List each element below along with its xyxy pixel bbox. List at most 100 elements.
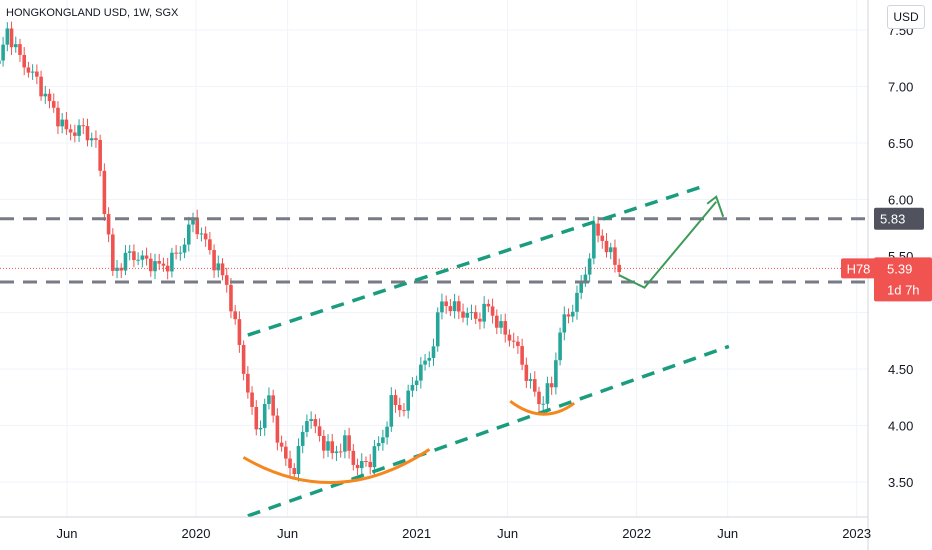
x-tick-label: 2023 [842, 526, 871, 541]
candle-body [334, 451, 339, 454]
candle-body [148, 258, 153, 272]
candle-body [22, 54, 27, 68]
candle-body [482, 303, 486, 322]
candle-body [237, 319, 242, 345]
y-tick-label: 7.00 [888, 80, 913, 95]
candle-body [216, 263, 221, 271]
candle-body [9, 28, 14, 48]
candle-body [43, 93, 48, 97]
candle-body [195, 217, 200, 235]
candle-body [220, 263, 225, 276]
x-tick-label: Jun [277, 526, 298, 541]
candle-body [554, 360, 558, 388]
candle-body [39, 76, 43, 97]
candle-body [279, 442, 284, 447]
candle-body [229, 284, 233, 312]
candle-body [570, 311, 575, 317]
candle-body [77, 125, 81, 136]
candle-body [389, 395, 394, 427]
candle-body [359, 460, 364, 469]
candle-body [330, 441, 335, 454]
candle-body [275, 415, 280, 443]
candle-body [56, 107, 60, 127]
candle-body [250, 392, 254, 407]
x-tick-label: 2020 [182, 526, 211, 541]
chart-title: HONGKONGLAND USD, 1W, SGX [6, 7, 179, 19]
candle-body [262, 403, 267, 428]
candle-body [30, 71, 35, 73]
candle-body [457, 301, 461, 312]
candle-body [111, 234, 115, 271]
candle-body [499, 321, 503, 328]
candle-body [617, 264, 621, 273]
candle-body [271, 395, 275, 416]
currency-unit-button[interactable]: USD [887, 5, 925, 29]
candle-body [267, 395, 271, 404]
candle-body [347, 435, 351, 451]
candle-body [364, 460, 368, 462]
candle-body [490, 306, 495, 316]
candle-body [461, 311, 465, 318]
candle-body [511, 340, 516, 342]
candle-body [368, 461, 373, 468]
candle-body [305, 421, 309, 432]
candle-body [203, 233, 208, 240]
candle-body [486, 303, 491, 307]
candle-body [397, 405, 402, 411]
candle-body [300, 431, 305, 446]
chart-grid [0, 0, 868, 517]
candle-body [89, 138, 94, 141]
candle-body [127, 251, 132, 253]
candle-body [81, 125, 86, 127]
rounding-bottom-arc-small [509, 400, 576, 416]
candle-body [613, 247, 617, 265]
candle-body [338, 451, 343, 453]
candle-body [427, 357, 432, 361]
candle-body [5, 28, 10, 45]
candle-body [448, 306, 453, 312]
candle-body [406, 390, 410, 411]
candle-body [562, 314, 567, 333]
candle-body [423, 360, 427, 365]
candle-body [317, 426, 322, 436]
candle-body [161, 263, 166, 266]
candle-body [596, 223, 600, 236]
candle-body [376, 443, 381, 447]
y-tick-label: 6.50 [888, 136, 913, 151]
y-tick-label: 6.00 [888, 193, 913, 208]
candle-body [115, 267, 119, 271]
symbol-tag-bg [841, 258, 876, 279]
candle-body [465, 312, 470, 318]
candle-body [212, 250, 216, 271]
candle-body [199, 233, 204, 235]
candle-body [583, 274, 588, 281]
candle-body [545, 383, 550, 404]
candle-body [516, 341, 520, 347]
candle-body [537, 391, 541, 405]
candle-body [170, 252, 174, 272]
time-axis: Jun 2020 Jun 2021 Jun 2022 Jun 2023 [0, 516, 871, 541]
candle-body [296, 445, 301, 475]
resistance-price-tag-bg [874, 207, 924, 230]
candle-body [241, 344, 246, 374]
candle-body [558, 332, 562, 361]
channel-lower-line [247, 344, 730, 518]
candle-body [313, 419, 318, 427]
candle-body [208, 239, 212, 251]
candle-body [102, 170, 107, 215]
candle-body [140, 255, 145, 260]
candle-body [191, 217, 195, 225]
candle-body [532, 379, 537, 392]
candle-body [60, 119, 64, 127]
candle-body [587, 258, 592, 275]
candle-body [524, 364, 529, 381]
candle-body [178, 252, 183, 254]
candle-body [419, 364, 423, 381]
candle-body [258, 427, 263, 430]
candle-body [478, 318, 482, 322]
candle-body [288, 458, 292, 469]
candle-body [182, 244, 187, 253]
candle-body [604, 240, 609, 253]
